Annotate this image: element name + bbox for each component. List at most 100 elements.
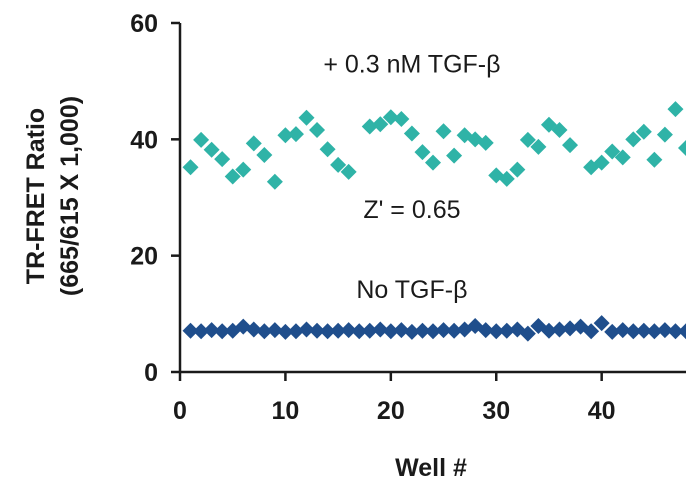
data-point <box>361 118 378 135</box>
data-point <box>435 322 452 339</box>
series-1 <box>182 101 686 190</box>
data-point <box>656 126 673 143</box>
data-point <box>519 131 536 148</box>
data-point <box>551 122 568 139</box>
data-point <box>614 322 631 339</box>
annotation-3: No TGF-β <box>356 276 467 304</box>
data-point <box>583 323 600 340</box>
data-point <box>530 138 547 155</box>
data-point <box>193 131 210 148</box>
data-point <box>635 123 652 140</box>
annotations: + 0.3 nM TGF-β Z' = 0.65 No TGF-β <box>323 50 500 304</box>
data-point <box>625 323 642 340</box>
data-points <box>182 101 686 342</box>
data-point <box>214 323 231 340</box>
y-axis-title-line-1: TR-FRET Ratio <box>22 108 50 284</box>
data-point <box>182 159 199 176</box>
data-point <box>488 323 505 340</box>
y-tick-label: 40 <box>130 126 158 154</box>
x-tick-label: 0 <box>173 397 187 425</box>
data-point <box>604 143 621 160</box>
data-point <box>435 123 452 140</box>
data-point <box>298 321 315 338</box>
x-tick-label: 10 <box>272 397 300 425</box>
annotation-1: + 0.3 nM TGF-β <box>323 50 500 78</box>
y-axis-title-line-2: (665/615 X 1,000) <box>56 96 84 296</box>
data-point <box>266 173 283 190</box>
data-point <box>656 322 673 339</box>
data-point <box>425 154 441 171</box>
data-point <box>182 322 199 339</box>
data-point <box>319 323 336 340</box>
data-point <box>382 109 399 126</box>
data-point <box>509 161 526 178</box>
y-tick-label: 0 <box>144 359 158 387</box>
data-point <box>319 141 336 158</box>
data-point <box>340 322 357 339</box>
data-point <box>562 137 579 154</box>
data-point <box>477 134 494 151</box>
data-point <box>498 170 515 187</box>
data-point <box>646 151 663 168</box>
data-point <box>203 141 220 158</box>
data-point <box>372 321 389 338</box>
x-tick-label: 30 <box>482 397 510 425</box>
data-point <box>403 125 420 142</box>
annotation-2: Z' = 0.65 <box>363 196 460 224</box>
data-point <box>214 151 231 168</box>
data-point <box>625 131 642 148</box>
y-tick-label: 60 <box>130 10 158 38</box>
data-point <box>393 322 410 339</box>
data-point <box>361 322 378 339</box>
data-point <box>287 126 304 143</box>
tick-labels: 0 20 40 60 0 10 20 30 40 <box>130 10 615 425</box>
data-point <box>382 323 399 340</box>
y-axis-title: TR-FRET Ratio (665/615 X 1,000) <box>22 96 84 296</box>
data-point <box>635 322 652 339</box>
data-point <box>277 323 294 340</box>
data-point <box>193 323 210 340</box>
data-point <box>277 127 294 144</box>
data-point <box>593 154 610 171</box>
data-point <box>667 101 684 118</box>
data-point <box>393 110 410 127</box>
data-point <box>351 323 368 340</box>
data-point <box>667 323 684 340</box>
data-point <box>298 109 315 126</box>
data-point <box>446 147 463 164</box>
data-point <box>372 116 389 133</box>
data-point <box>540 322 557 339</box>
x-axis-title: Well # <box>395 454 467 482</box>
data-point <box>604 323 621 340</box>
data-point <box>266 322 283 339</box>
data-point <box>309 322 326 339</box>
data-point <box>287 323 304 340</box>
data-point <box>425 323 441 340</box>
data-point <box>446 322 463 339</box>
data-point <box>203 322 220 339</box>
series-2 <box>182 315 686 342</box>
data-point <box>678 323 686 340</box>
axes <box>171 21 686 381</box>
data-point <box>551 321 568 338</box>
x-tick-label: 40 <box>588 397 616 425</box>
data-point <box>414 144 431 161</box>
x-tick-label: 20 <box>377 397 405 425</box>
data-point <box>646 323 663 340</box>
data-point <box>477 322 494 339</box>
data-point <box>235 161 252 178</box>
data-point <box>593 315 610 332</box>
y-tick-label: 20 <box>130 243 158 271</box>
data-point <box>256 147 273 164</box>
data-point <box>403 323 420 340</box>
data-point <box>245 321 262 338</box>
data-point <box>224 168 241 185</box>
data-point <box>340 163 357 180</box>
data-point <box>245 135 262 152</box>
data-point <box>309 122 326 139</box>
data-point <box>330 156 347 173</box>
data-point <box>614 149 631 166</box>
data-point <box>256 323 273 340</box>
data-point <box>414 322 431 339</box>
